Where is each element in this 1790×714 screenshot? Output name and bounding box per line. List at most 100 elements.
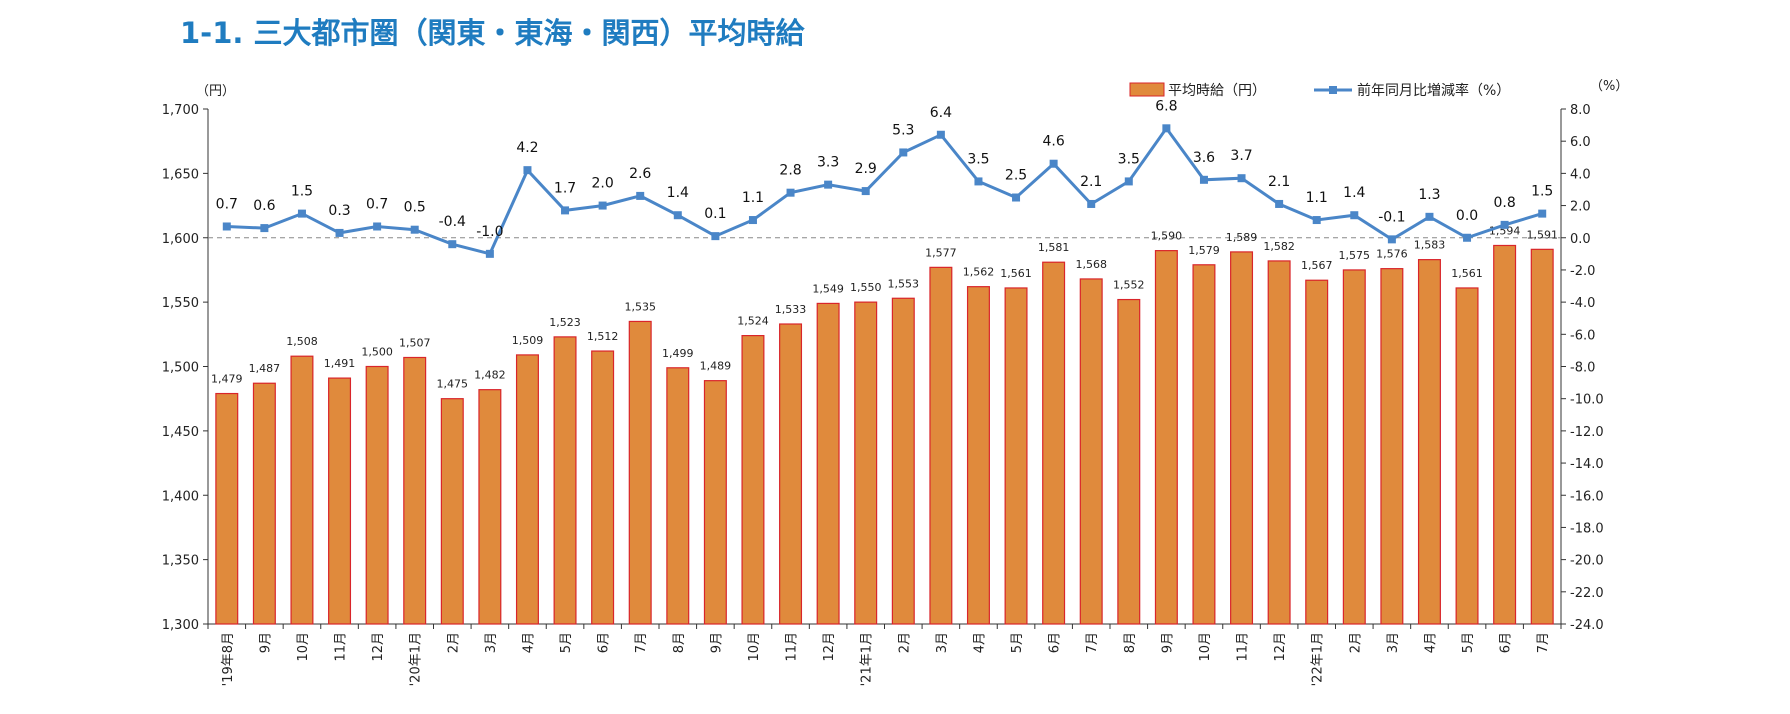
line-value-labels: 0.7 0.6 1.5 0.3 0.7 0.5 -0.4 -1.0 4.2 1.7 2.0 2.6 1.… (216, 98, 1554, 240)
bar (628, 320, 652, 625)
y2-tick-label: 6.0 (1570, 135, 1591, 150)
y2-tick-label: 8.0 (1570, 103, 1591, 118)
x-tick-label: 2月 (446, 632, 461, 653)
y2-tick-label: -8.0 (1570, 361, 1595, 376)
line-marker (1199, 175, 1208, 184)
bar (1154, 250, 1178, 625)
bar-value-label: 1,533 (775, 303, 807, 316)
y2-tick-label: 4.0 (1570, 167, 1591, 182)
x-tick-label: 9月 (1160, 632, 1175, 653)
bar (1192, 264, 1216, 625)
line-value-label: 3.7 (1230, 148, 1252, 164)
bar-value-label: 1,535 (624, 300, 656, 313)
line-value-label: 1.4 (1343, 185, 1365, 201)
line-value-label: 0.0 (1456, 208, 1478, 224)
bar-value-label: 1,591 (1526, 228, 1558, 241)
bar (741, 335, 765, 625)
bar-value-label: 1,475 (437, 378, 469, 391)
page-title: 1-1. 三大都市圏（関東・東海・関西）平均時給 (180, 16, 805, 50)
x-tick-label: 2月 (897, 632, 912, 653)
line-marker (335, 228, 344, 237)
line-marker (1312, 216, 1321, 225)
x-tick-label: 10月 (296, 632, 311, 662)
x-tick-label: 6月 (597, 632, 612, 653)
line-marker (448, 240, 457, 249)
line-value-label: 1.1 (742, 190, 764, 206)
line-value-label: 6.4 (930, 105, 952, 121)
bar (553, 336, 577, 625)
line-marker (1087, 199, 1096, 208)
line-value-label: -0.4 (439, 214, 466, 230)
bar-value-label: 1,562 (963, 266, 995, 279)
x-tick-label: 6月 (1499, 632, 1514, 653)
line-value-label: 0.7 (216, 196, 238, 212)
line-marker (297, 209, 306, 218)
y2-tick-label: -24.0 (1570, 618, 1604, 633)
bar-value-label: 1,561 (1000, 267, 1032, 280)
bar (403, 356, 427, 625)
line-marker (373, 222, 382, 231)
y-tick-label: 1,450 (162, 425, 199, 440)
y2-tick-label: -16.0 (1570, 489, 1604, 504)
line-marker (523, 166, 532, 175)
bar (1267, 260, 1291, 625)
line-value-label: 2.5 (1005, 168, 1027, 184)
bar (1493, 244, 1517, 625)
line-value-label: 5.3 (892, 122, 914, 138)
line-marker (974, 177, 983, 186)
x-tick-label: 12月 (371, 632, 386, 662)
line-marker (673, 211, 682, 220)
bar-value-label: 1,579 (1188, 244, 1220, 257)
left-axis-unit: （円） (196, 84, 235, 99)
chart-axes: 1,300 1,350 1,400 1,450 1,500 1,550 1,600 1,650… (162, 79, 1629, 633)
x-tick-label: 4月 (972, 632, 987, 653)
x-tick-label: 2月 (1348, 632, 1363, 653)
x-tick-label: 5月 (1461, 632, 1476, 653)
bar-value-label: 1,590 (1151, 230, 1183, 243)
bar (328, 377, 352, 625)
bar (1380, 268, 1404, 625)
line-marker (1275, 199, 1284, 208)
bar (1042, 261, 1066, 625)
bar (816, 302, 840, 625)
line-marker (410, 225, 419, 234)
bar (1230, 251, 1254, 625)
line-value-label: 0.8 (1493, 195, 1515, 211)
line-marker (561, 206, 570, 215)
y2-tick-label: -22.0 (1570, 586, 1604, 601)
y2-tick-label: -14.0 (1570, 457, 1604, 472)
line-marker (1124, 177, 1133, 186)
line-value-label: 2.1 (1268, 174, 1290, 190)
line-value-label: 1.4 (667, 185, 689, 201)
line-value-label: -1.0 (476, 224, 503, 240)
bar-value-label: 1,577 (925, 246, 957, 259)
bar (703, 380, 727, 625)
line-marker (485, 249, 494, 258)
y-tick-label: 1,650 (162, 167, 199, 182)
line-marker (598, 201, 607, 210)
bar-value-label: 1,500 (361, 346, 393, 359)
line-value-label: 2.1 (1080, 174, 1102, 190)
x-tick-label: 4月 (521, 632, 536, 653)
bar (854, 301, 878, 625)
line-marker (861, 187, 870, 196)
x-tick-label: 3月 (935, 632, 950, 653)
x-tick-label: 7月 (1536, 632, 1551, 653)
bar-value-label: 1,487 (249, 362, 281, 375)
bar (252, 382, 276, 625)
line-marker (636, 191, 645, 200)
bar (591, 350, 615, 625)
line-value-label: 0.5 (404, 200, 426, 216)
bar-series (215, 244, 1554, 625)
x-tick-label: 8月 (1123, 632, 1138, 653)
line-value-label: -0.1 (1378, 209, 1405, 225)
bar (779, 323, 803, 625)
bar-value-label: 1,508 (286, 335, 318, 348)
line-value-label: 0.6 (253, 198, 275, 214)
line-value-label: 0.3 (328, 203, 350, 219)
x-tick-label: 10月 (1198, 632, 1213, 662)
x-tick-label: 5月 (1010, 632, 1025, 653)
line-value-label: 2.6 (629, 166, 651, 182)
bar-value-label: 1,489 (700, 360, 732, 373)
